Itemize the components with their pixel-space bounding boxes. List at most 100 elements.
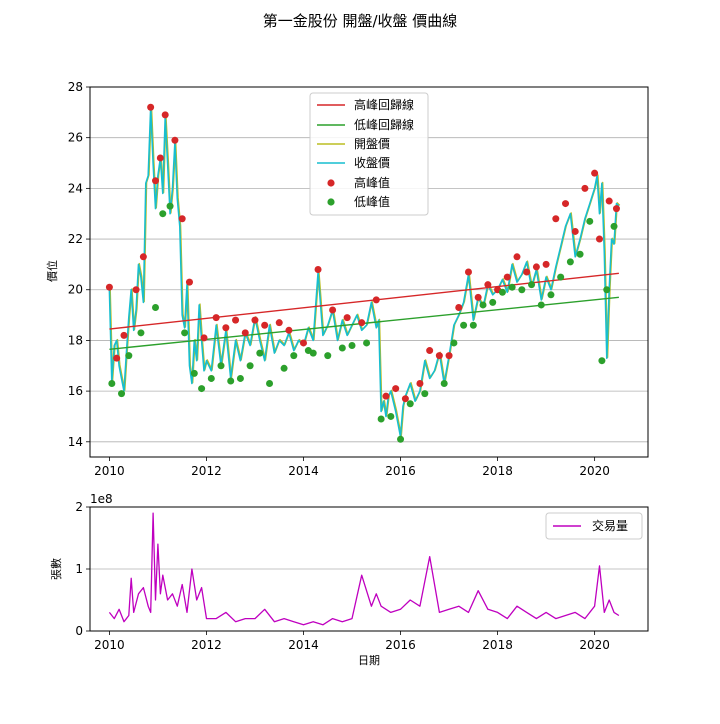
price-y-tick-label: 26 <box>68 131 83 145</box>
volume-x-tick-label: 2020 <box>579 638 610 652</box>
volume-x-tick-label: 2016 <box>385 638 416 652</box>
peak-point <box>562 200 570 208</box>
price-y-axis-label: 價位 <box>45 260 59 282</box>
peak-point <box>382 392 390 400</box>
legend-marker-trough-points <box>327 198 335 206</box>
peak-point <box>232 316 240 324</box>
trough-point <box>152 303 160 311</box>
trough-point <box>610 222 618 230</box>
peak-point <box>426 347 434 355</box>
peak-point <box>171 136 179 144</box>
volume-x-tick-label: 2014 <box>288 638 319 652</box>
peak-point <box>513 253 521 261</box>
trough-point <box>397 435 405 443</box>
trough-point <box>363 339 371 347</box>
peak-point <box>222 324 230 332</box>
trough-point <box>338 344 346 352</box>
trough-point <box>460 321 468 329</box>
peak-point <box>605 197 613 205</box>
trough-point <box>159 210 167 218</box>
trough-point <box>280 364 288 372</box>
peak-point <box>139 253 147 261</box>
trough-point <box>586 217 594 225</box>
trough-point <box>489 298 497 306</box>
trough-point <box>290 352 298 360</box>
trough-point <box>547 291 555 299</box>
volume-y-tick-label: 1 <box>75 562 83 576</box>
legend-label-volume: 交易量 <box>592 518 628 533</box>
trough-point <box>557 273 565 281</box>
price-x-tick-label: 2018 <box>482 464 513 478</box>
volume-legend: 交易量 <box>545 512 643 540</box>
price-y-tick-label: 22 <box>68 232 83 246</box>
price-frame <box>89 86 649 458</box>
trough-point <box>406 400 414 408</box>
legend-item-trough-points: 低峰值 <box>327 194 390 209</box>
peak-point <box>435 352 443 360</box>
legend-item-open: 開盤價 <box>317 137 390 151</box>
peak-point <box>581 184 589 192</box>
peak-point <box>401 395 409 403</box>
volume-x-tick-label: 2010 <box>94 638 125 652</box>
peak-point <box>358 319 366 327</box>
price-y-tick-label: 18 <box>68 333 83 347</box>
trough-point <box>217 362 225 370</box>
volume-legend-box <box>545 512 643 540</box>
price-x-tick-label: 2016 <box>385 464 416 478</box>
legend-label-peak-regression: 高峰回歸線 <box>354 97 414 112</box>
price-x-tick-label: 2012 <box>191 464 222 478</box>
trough-point <box>236 374 244 382</box>
price-y-tick-label: 14 <box>68 435 83 449</box>
trough-point <box>566 258 574 266</box>
trough-point <box>603 286 611 294</box>
volume-plot-area <box>108 512 620 626</box>
volume-x-tick-label: 2012 <box>191 638 222 652</box>
trough-point <box>227 377 235 385</box>
peak-point <box>113 354 121 362</box>
peak-point <box>484 281 492 289</box>
peak-point <box>455 303 463 311</box>
legend-label-open: 開盤價 <box>354 137 390 151</box>
price-legend: 高峰回歸線 低峰回歸線 開盤價 收盤價 高峰值 低峰值 <box>309 92 429 216</box>
peak-point <box>416 380 424 388</box>
trough-point <box>598 357 606 365</box>
peak-point <box>299 339 307 347</box>
price-y-tick-label: 16 <box>68 384 83 398</box>
trough-point <box>256 349 264 357</box>
price-y-tick-label: 24 <box>68 181 83 195</box>
price-x-axis: 2010 2012 2014 2016 2018 2020 <box>94 457 610 478</box>
legend-label-peak-points: 高峰值 <box>354 175 390 190</box>
volume-y-axis-label: 張數 <box>50 558 63 580</box>
peak-point <box>120 331 128 339</box>
peak-point <box>343 314 351 322</box>
price-y-axis: 14 16 18 20 22 24 26 28 <box>68 80 90 449</box>
peak-point <box>147 103 155 111</box>
peak-point <box>612 205 620 213</box>
trough-point <box>537 301 545 309</box>
trough-point <box>137 329 145 337</box>
peak-point <box>152 177 160 185</box>
peak-point <box>552 215 560 223</box>
legend-item-peak-points: 高峰值 <box>327 175 390 190</box>
peak-point <box>161 111 169 119</box>
trough-point <box>246 362 254 370</box>
trough-point <box>498 288 506 296</box>
volume-y-axis: 0 1 2 <box>75 500 90 638</box>
volume-panel: 2010 2012 2014 2016 2018 2020 0 1 2 1e8 張數 日期 交… <box>50 492 649 667</box>
trough-point <box>440 380 448 388</box>
series-volume-line <box>108 512 620 626</box>
volume-x-axis: 2010 2012 2014 2016 2018 2020 <box>94 631 610 652</box>
trough-point <box>576 250 584 258</box>
peak-point <box>241 329 249 337</box>
price-legend-box <box>309 92 429 216</box>
volume-x-axis-label: 日期 <box>358 654 380 667</box>
trough-point <box>348 341 356 349</box>
price-x-tick-label: 2014 <box>288 464 319 478</box>
peak-point <box>156 154 164 162</box>
price-x-tick-label: 2020 <box>579 464 610 478</box>
volume-x-tick-label: 2018 <box>482 638 513 652</box>
price-y-tick-label: 20 <box>68 283 83 297</box>
legend-marker-peak-points <box>327 179 335 187</box>
peak-point <box>445 352 453 360</box>
peak-point <box>212 314 220 322</box>
